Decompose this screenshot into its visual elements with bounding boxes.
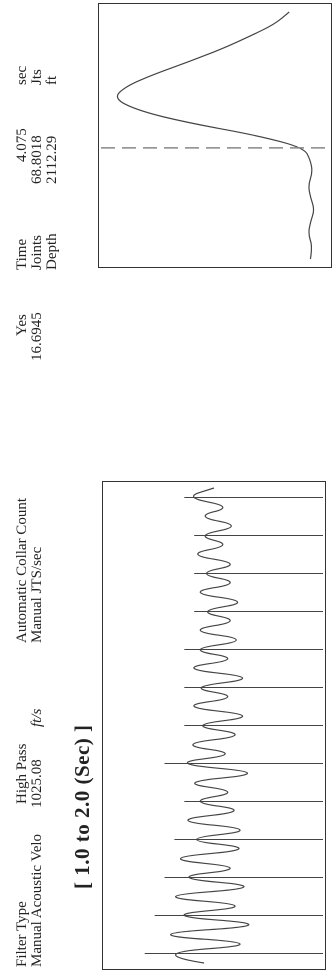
filter-type-label: Filter Type	[14, 901, 30, 967]
joints-unit: Jts	[29, 69, 45, 85]
depth-label: Depth	[44, 233, 60, 270]
joints-value: 68.8018	[29, 135, 45, 184]
manual-acoustic-velo-label: Manual Acoustic Velo	[29, 833, 45, 967]
automatic-collar-count-value: Yes	[14, 314, 30, 336]
collar-zoom-chart-svg	[101, 11, 329, 260]
zoom-series-line	[116, 11, 315, 260]
joints-label: Joints	[29, 234, 45, 270]
time-value: 4.075	[14, 128, 30, 162]
waveform-chart-svg	[144, 487, 323, 964]
waveform-chart	[102, 481, 326, 970]
time-unit: sec	[14, 65, 30, 85]
manual-jts-sec-value: 16.6945	[29, 312, 45, 361]
depth-unit: ft	[44, 75, 60, 85]
filter-type-value: High Pass	[14, 743, 30, 804]
depth-value: 2112.29	[44, 135, 60, 184]
collar-zoom-chart	[98, 3, 332, 268]
acoustic-velo-value: 1025.08	[29, 759, 45, 808]
acoustic-velo-unit: ft/s	[29, 708, 45, 727]
time-label: Time	[14, 238, 30, 270]
time-range-label: [ 1.0 to 2.0 (Sec) ]	[70, 724, 94, 889]
manual-jts-sec-label: Manual JTS/sec	[29, 546, 45, 643]
automatic-collar-count-label: Automatic Collar Count	[14, 498, 30, 643]
